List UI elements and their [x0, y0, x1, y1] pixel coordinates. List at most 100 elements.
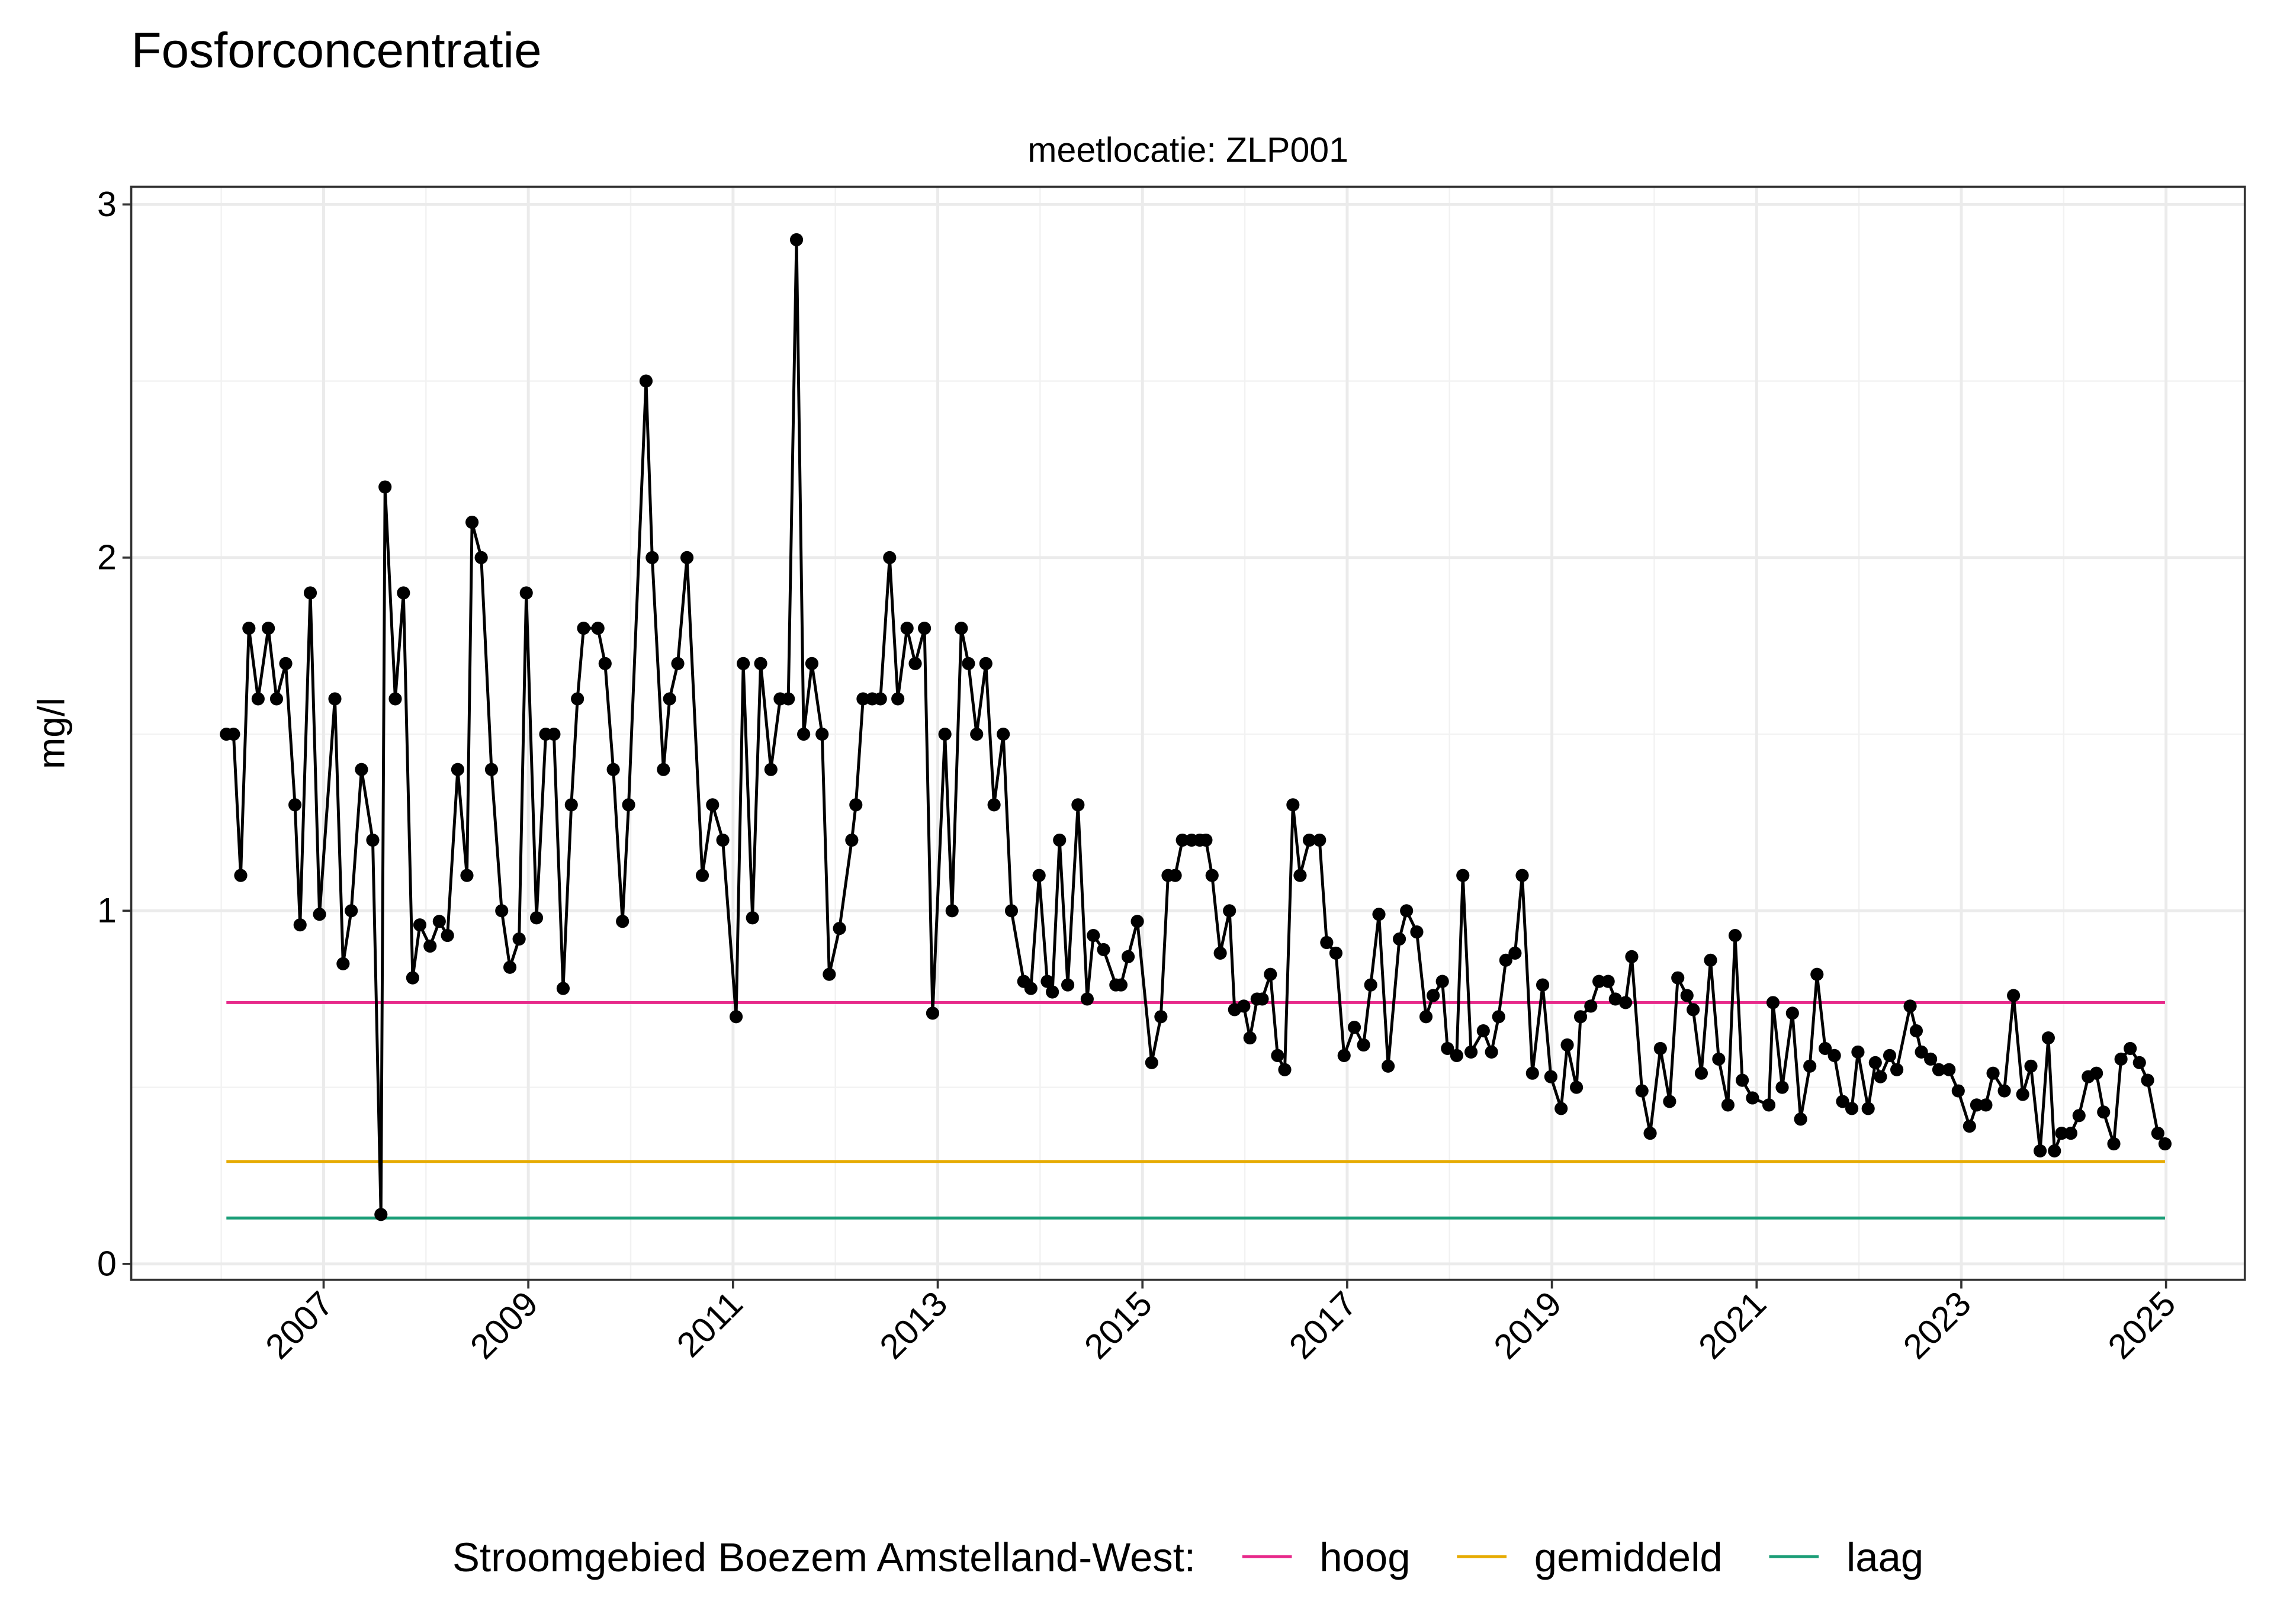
data-point: [891, 692, 905, 706]
data-point: [564, 798, 578, 812]
data-point: [1584, 999, 1598, 1013]
data-point: [1794, 1112, 1807, 1126]
data-point: [746, 911, 759, 925]
data-point: [1997, 1084, 2011, 1098]
data-point: [2024, 1059, 2038, 1073]
chart-subtitle: meetlocatie: ZLP001: [1027, 131, 1348, 170]
data-point: [1040, 975, 1054, 988]
data-point: [955, 622, 968, 635]
data-point: [1827, 1049, 1841, 1062]
data-point: [1874, 1070, 1887, 1083]
data-point: [1625, 950, 1639, 963]
data-point: [1721, 1098, 1735, 1112]
data-point: [1175, 833, 1189, 847]
data-point: [328, 692, 342, 706]
data-point: [1785, 1006, 1799, 1020]
data-point: [242, 622, 256, 635]
data-point: [279, 657, 293, 670]
data-point: [1441, 1041, 1454, 1056]
data-point: [1653, 1041, 1667, 1056]
data-point: [484, 763, 499, 776]
data-point: [1286, 798, 1300, 812]
data-point: [815, 727, 829, 741]
data-point: [908, 657, 922, 670]
data-point: [695, 869, 709, 882]
data-point: [1861, 1102, 1875, 1115]
data-point: [1357, 1038, 1370, 1052]
y-tick-label: 3: [97, 185, 117, 224]
data-point: [764, 763, 778, 776]
data-point: [1883, 1049, 1897, 1062]
data-point: [1775, 1080, 1789, 1094]
data-point: [1515, 869, 1529, 882]
y-tick-label: 0: [97, 1244, 117, 1284]
data-point: [598, 657, 612, 670]
data-point: [1762, 1098, 1776, 1112]
data-point: [388, 692, 402, 706]
data-point: [945, 904, 959, 918]
data-point: [1435, 975, 1449, 988]
data-point: [441, 928, 454, 943]
data-point: [789, 233, 804, 247]
data-point: [1979, 1098, 1993, 1112]
y-tick-label: 2: [97, 538, 117, 577]
data-point: [1410, 925, 1424, 939]
data-point: [1071, 798, 1085, 812]
data-point: [1836, 1095, 1849, 1108]
data-point: [1536, 978, 1550, 992]
data-point: [1635, 1084, 1649, 1098]
data-point: [754, 657, 767, 670]
data-point: [2041, 1031, 2055, 1045]
data-point: [1746, 1091, 1759, 1105]
data-point: [1680, 989, 1694, 1002]
data-point: [883, 551, 897, 564]
data-point: [1845, 1102, 1859, 1115]
data-point: [1264, 967, 1277, 981]
data-point: [782, 692, 795, 706]
data-point: [1271, 1049, 1284, 1062]
chart-title: Fosforconcentratie: [131, 22, 542, 78]
data-point: [671, 657, 685, 670]
data-point: [823, 967, 836, 981]
data-point: [716, 833, 730, 847]
data-point: [432, 915, 446, 928]
data-point: [1464, 1045, 1478, 1059]
data-point: [1427, 989, 1440, 1002]
data-point: [1970, 1098, 1983, 1112]
data-point: [729, 1010, 743, 1024]
data-point: [1329, 946, 1342, 960]
data-point: [1485, 1045, 1498, 1059]
data-point: [1347, 1021, 1361, 1034]
data-point: [1868, 1056, 1882, 1069]
data-point: [900, 622, 914, 635]
data-point: [2064, 1127, 2078, 1140]
data-point: [1924, 1052, 1938, 1066]
data-point: [1313, 833, 1326, 847]
data-point: [366, 833, 380, 847]
data-point: [1476, 1024, 1490, 1038]
data-point: [1851, 1045, 1865, 1059]
data-point: [2141, 1073, 2154, 1087]
data-point: [556, 982, 570, 995]
data-point: [657, 763, 670, 776]
data-point: [1199, 833, 1213, 847]
data-point: [474, 551, 488, 564]
data-point: [1525, 1066, 1539, 1080]
data-point: [1302, 833, 1316, 847]
data-point: [397, 586, 410, 600]
data-point: [1903, 999, 1917, 1013]
data-point: [1728, 928, 1742, 943]
data-point: [1573, 1010, 1588, 1024]
data-point: [336, 957, 350, 970]
data-point: [926, 1006, 939, 1020]
data-point: [1810, 967, 1824, 981]
data-point: [1243, 1031, 1257, 1045]
y-tick-label: 1: [97, 891, 117, 930]
data-point: [845, 833, 859, 847]
data-point: [1364, 978, 1377, 992]
data-point: [460, 869, 474, 882]
data-point: [378, 480, 392, 494]
data-point: [1053, 833, 1067, 847]
